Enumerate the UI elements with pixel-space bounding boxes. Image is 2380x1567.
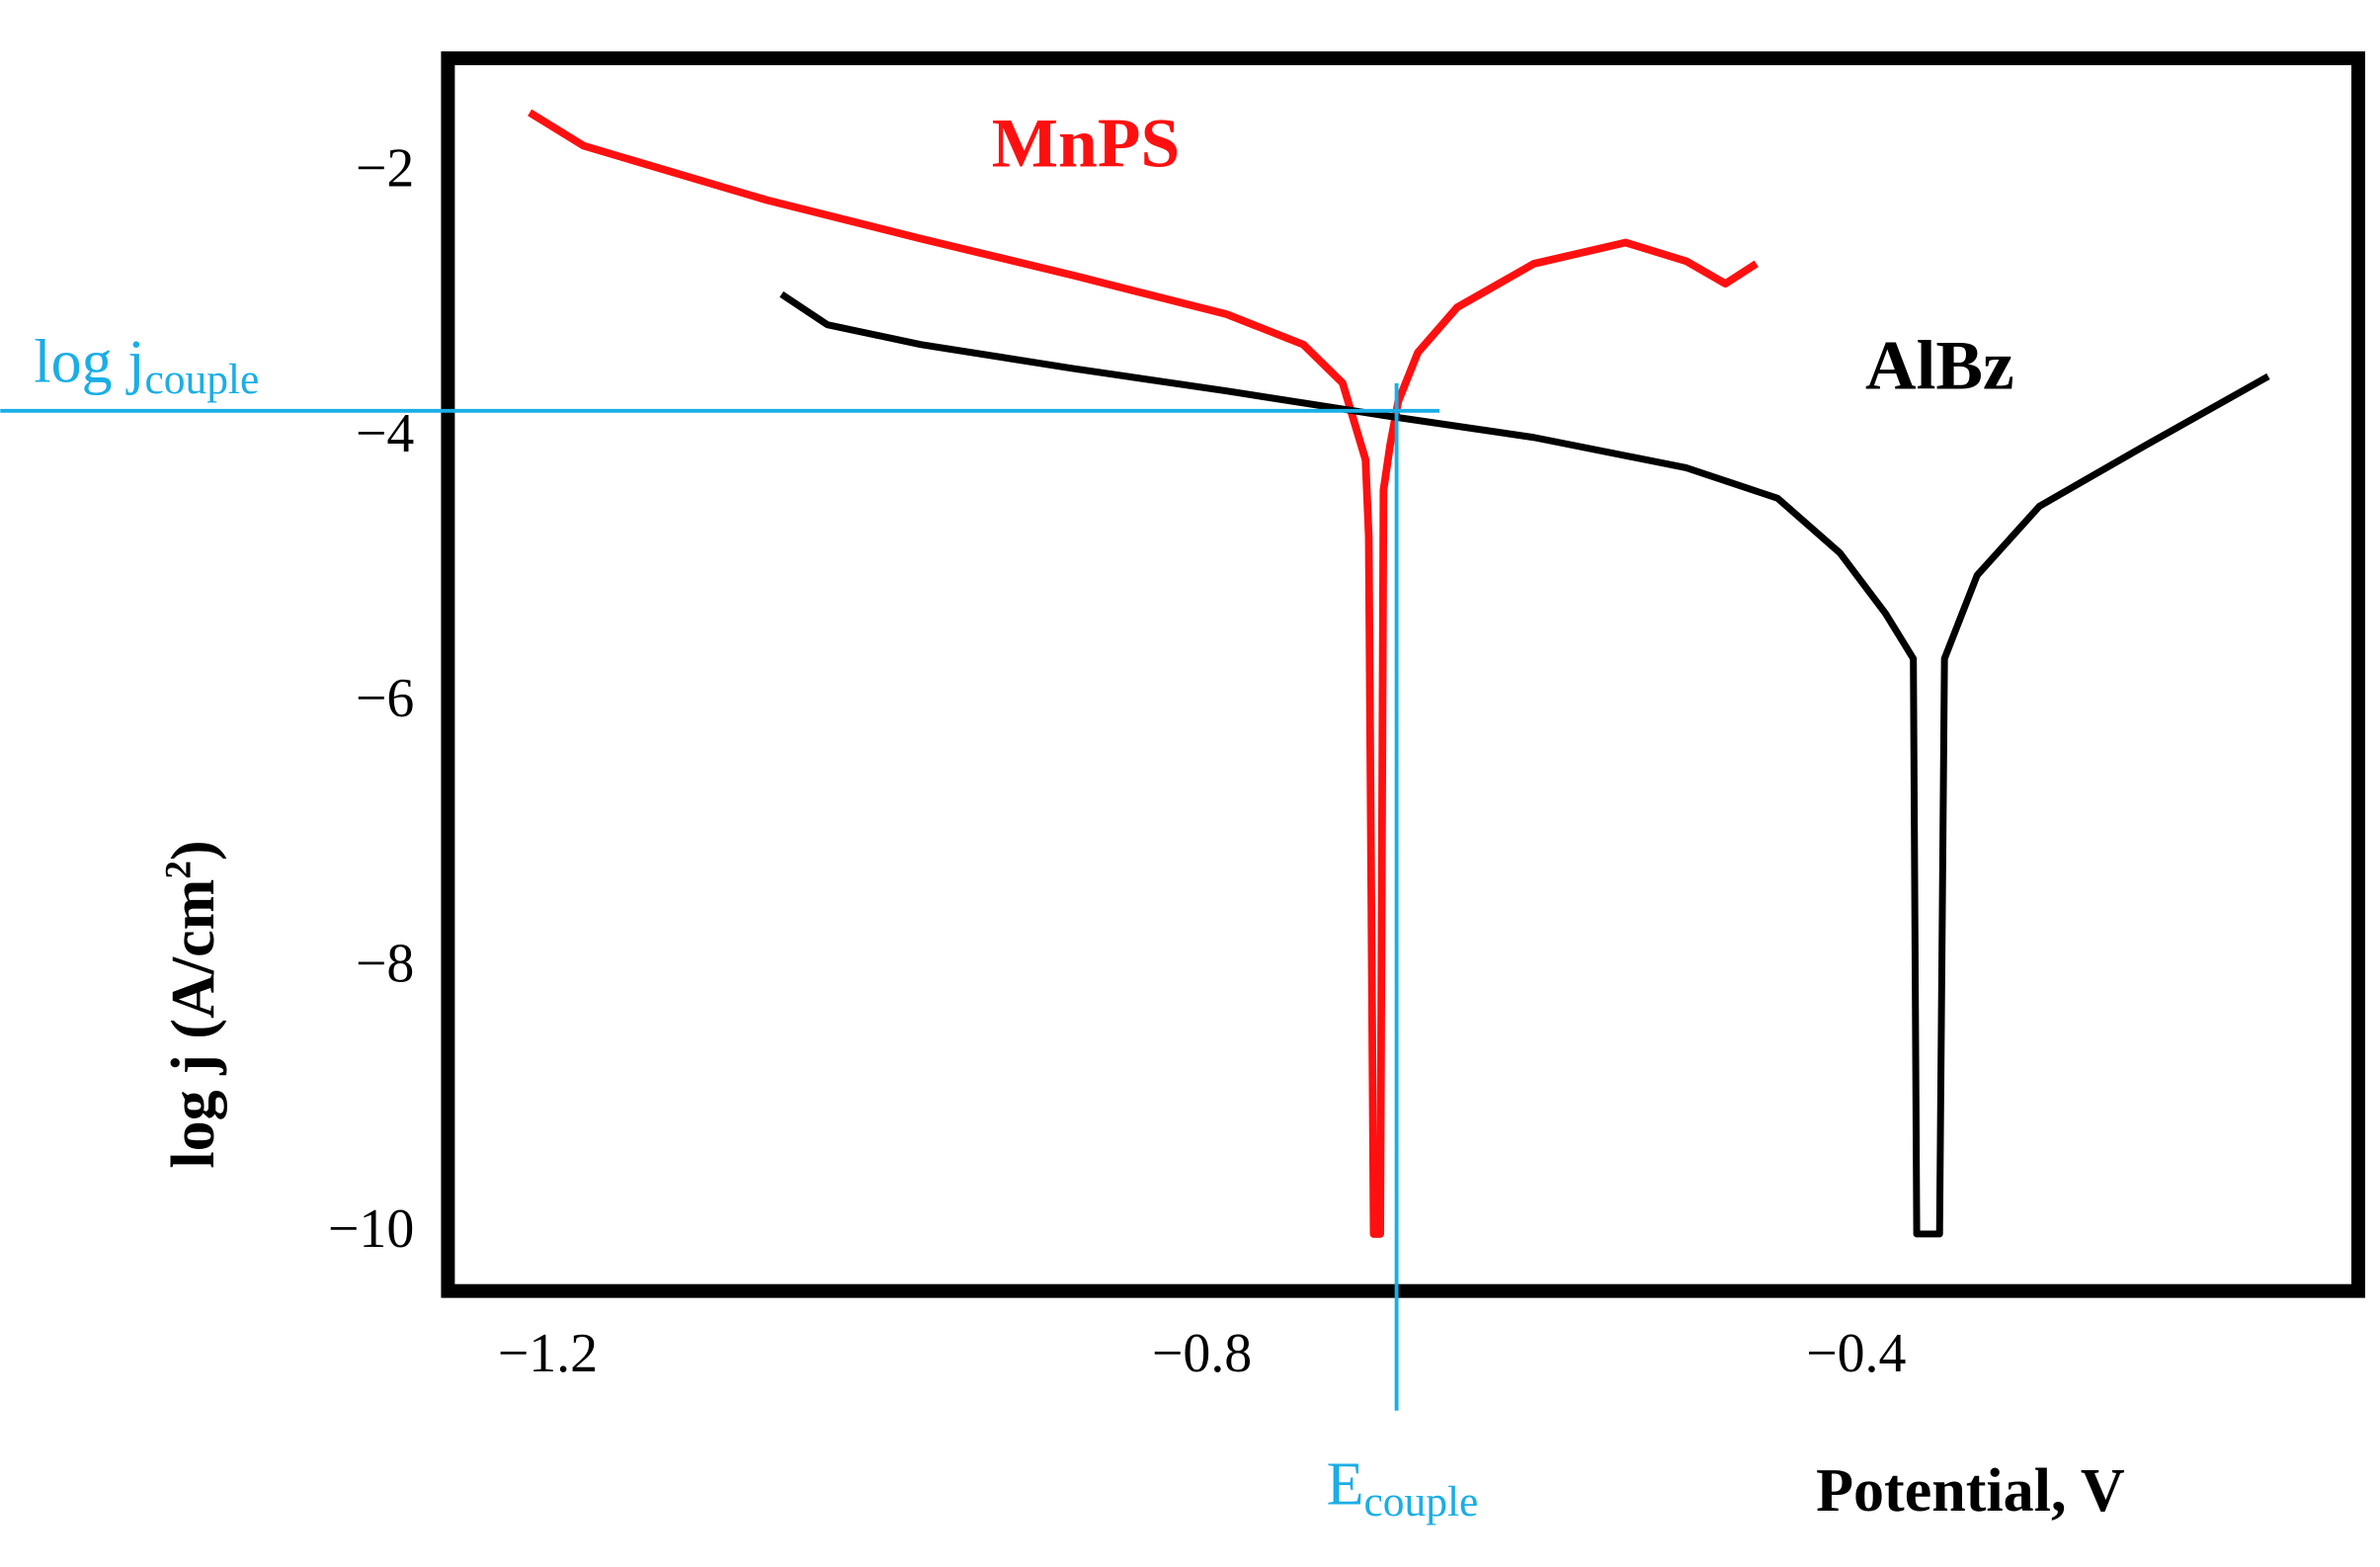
couple-x-label-text: E: [1327, 1451, 1364, 1519]
series-line: [528, 109, 1759, 1238]
y-tick-label: −8: [356, 933, 414, 994]
couple-x-label: Ecouple: [1327, 1451, 1479, 1526]
series-line: [780, 290, 2270, 1238]
couple-y-label-text: log j: [34, 329, 144, 396]
x-tick-label: −0.4: [1806, 1323, 1906, 1384]
x-tick-label: −0.8: [1152, 1323, 1252, 1384]
couple-y-label-sub: couple: [144, 356, 259, 403]
couple-y-label: log jcouple: [34, 329, 259, 403]
y-tick-label: −4: [356, 403, 415, 464]
series-label: MnPS: [992, 104, 1180, 182]
y-axis-label-text: log j (A/cm: [160, 879, 227, 1169]
y-tick-label: −6: [356, 668, 414, 729]
x-tick-label: −1.2: [498, 1323, 598, 1384]
y-axis-label: log j (A/cm2): [158, 840, 227, 1168]
series-label: AlBz: [1865, 326, 2014, 404]
plot-frame: [441, 50, 2365, 1298]
y-tick-label: −2: [356, 138, 414, 200]
x-axis-label: Potential, V: [1816, 1457, 2125, 1525]
y-axis-label-text: ): [160, 840, 227, 861]
y-tick-label: −10: [328, 1198, 414, 1260]
y-axis-label-sup: 2: [158, 861, 199, 879]
couple-x-label-sub: couple: [1364, 1478, 1479, 1526]
